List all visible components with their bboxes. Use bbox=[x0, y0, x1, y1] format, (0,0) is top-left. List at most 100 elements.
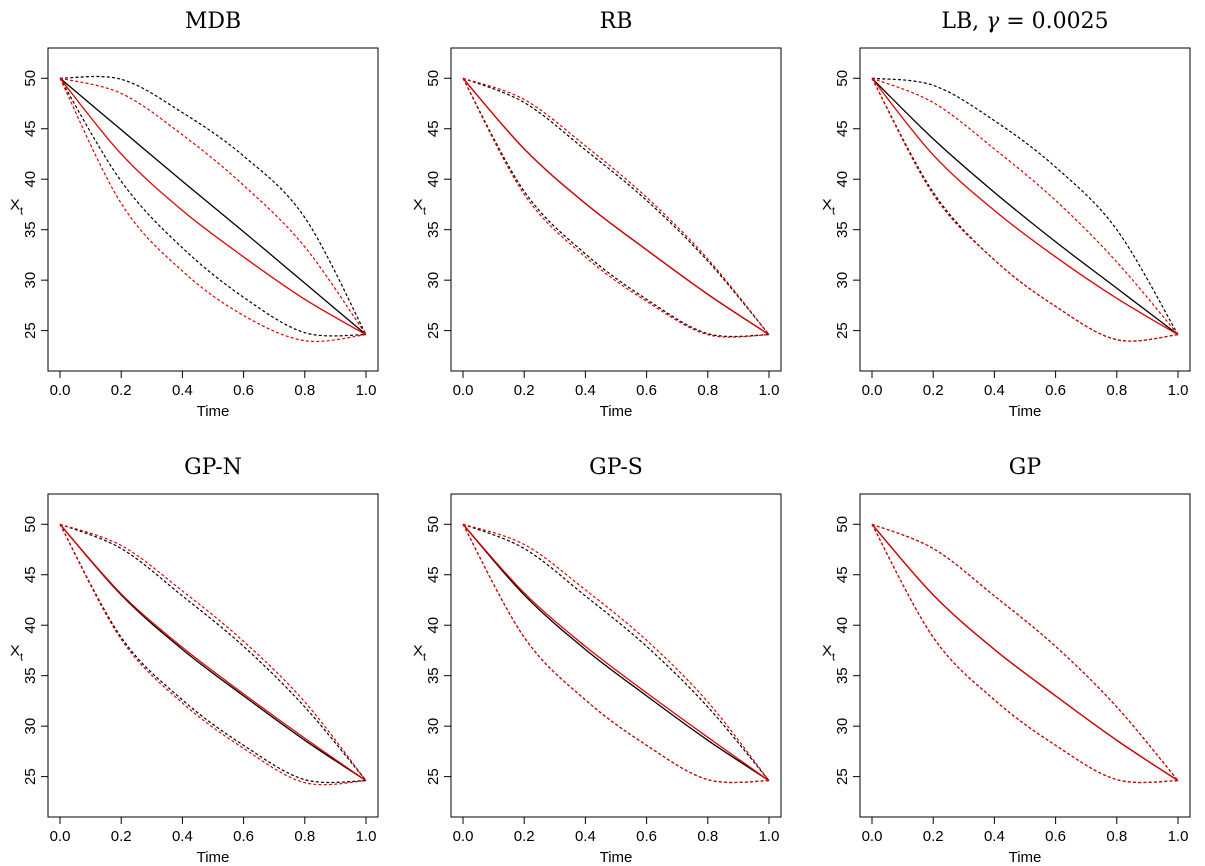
plot-frame bbox=[859, 493, 1191, 818]
reference-bound-line bbox=[871, 523, 1179, 782]
y-tick-label: 45 bbox=[22, 566, 39, 583]
x-tick-label: 1.0 bbox=[1168, 382, 1189, 399]
x-tick-label: 0.0 bbox=[453, 828, 474, 845]
x-tick-label: 1.0 bbox=[759, 828, 780, 845]
y-tick-label: 45 bbox=[425, 566, 442, 583]
y-tick-label: 40 bbox=[425, 171, 442, 188]
x-tick-label: 1.0 bbox=[759, 382, 780, 399]
x-tick-label: 0.2 bbox=[514, 382, 535, 399]
y-tick-label: 25 bbox=[22, 322, 39, 339]
approximation-mean-line bbox=[59, 77, 367, 336]
x-tick-label: 0.8 bbox=[1106, 382, 1127, 399]
approximation-bound-line bbox=[871, 77, 1179, 336]
approximation-mean-line bbox=[871, 523, 1179, 782]
y-tick-label: 50 bbox=[22, 70, 39, 87]
reference-mean-line bbox=[871, 523, 1179, 782]
x-tick-label: 0.8 bbox=[697, 828, 718, 845]
reference-bound-line bbox=[462, 523, 770, 782]
y-tick-label: 40 bbox=[22, 617, 39, 634]
reference-mean-line bbox=[871, 77, 1179, 336]
approximation-bound-line bbox=[59, 523, 367, 786]
y-tick-label: 30 bbox=[22, 718, 39, 735]
x-tick-label: 0.2 bbox=[111, 382, 132, 399]
y-axis-label: Xt bbox=[413, 643, 426, 664]
y-tick-label: 45 bbox=[22, 120, 39, 137]
y-tick-label: 40 bbox=[22, 171, 39, 188]
panel-gp: GP 0.0 0.2 0.4 0.6 0.8 1.0 25 30 35 40 45 50 Time Xt bbox=[822, 455, 1191, 866]
panel-title-part: GP bbox=[1009, 455, 1042, 480]
panel-title-part: = 0.0025 bbox=[999, 9, 1108, 34]
plot-frame bbox=[47, 493, 379, 818]
reference-mean-line bbox=[462, 77, 770, 336]
y-tick-label: 50 bbox=[22, 516, 39, 533]
y-tick-label: 25 bbox=[834, 322, 851, 339]
y-axis-label: Xt bbox=[822, 643, 835, 664]
x-tick-label: 0.4 bbox=[172, 828, 193, 845]
x-tick-label: 0.6 bbox=[636, 382, 657, 399]
y-tick-label: 35 bbox=[425, 221, 442, 238]
approximation-bound-line bbox=[462, 523, 770, 782]
y-tick-label: 30 bbox=[425, 272, 442, 289]
approximation-mean-line bbox=[462, 523, 770, 782]
approximation-bound-line bbox=[871, 523, 1179, 784]
approximation-bound-line bbox=[462, 78, 770, 338]
y-axis-label-subscript: t bbox=[423, 206, 426, 218]
y-axis-label-main: X bbox=[10, 643, 20, 660]
x-tick-label: 1.0 bbox=[356, 828, 377, 845]
y-tick-label: 30 bbox=[22, 272, 39, 289]
panel-title: RB bbox=[600, 9, 633, 34]
x-tick-label: 0.8 bbox=[697, 382, 718, 399]
panel-title-part: MDB bbox=[185, 9, 241, 34]
panel-title-part: RB bbox=[600, 9, 633, 34]
x-tick-label: 0.2 bbox=[514, 828, 535, 845]
x-tick-label: 0.0 bbox=[453, 382, 474, 399]
x-tick-label: 1.0 bbox=[1168, 828, 1189, 845]
y-tick-label: 40 bbox=[834, 171, 851, 188]
x-tick-label: 0.0 bbox=[50, 382, 71, 399]
y-tick-label: 30 bbox=[834, 272, 851, 289]
plot-frame bbox=[47, 47, 379, 372]
y-axis-label-subscript: t bbox=[423, 652, 426, 664]
x-tick-label: 0.0 bbox=[862, 382, 883, 399]
x-tick-label: 0.8 bbox=[294, 382, 315, 399]
y-axis-label-subscript: t bbox=[20, 206, 23, 218]
y-tick-label: 50 bbox=[425, 516, 442, 533]
x-axis-label: Time bbox=[197, 403, 230, 420]
y-tick-label: 25 bbox=[22, 768, 39, 785]
y-axis-label-subscript: t bbox=[832, 652, 835, 664]
x-tick-label: 0.4 bbox=[575, 382, 596, 399]
y-axis-label: Xt bbox=[10, 197, 23, 218]
panel-title: GP bbox=[1009, 455, 1042, 480]
y-tick-label: 50 bbox=[834, 70, 851, 87]
reference-bound-line bbox=[871, 77, 1179, 342]
panel-title: LB, γ = 0.0025 bbox=[941, 9, 1108, 34]
approximation-bound-line bbox=[462, 523, 770, 784]
panel-gp-n: GP-N 0.0 0.2 0.4 0.6 0.8 1.0 25 30 35 40 45 50 Time Xt bbox=[10, 455, 379, 866]
approximation-bound-line bbox=[59, 77, 367, 336]
y-axis-label: Xt bbox=[413, 197, 426, 218]
y-axis-label-main: X bbox=[413, 197, 423, 214]
y-axis-label-main: X bbox=[10, 197, 20, 214]
y-axis-label-subscript: t bbox=[832, 206, 835, 218]
approximation-bound-line bbox=[462, 77, 770, 336]
y-tick-label: 30 bbox=[425, 718, 442, 735]
y-tick-label: 35 bbox=[834, 667, 851, 684]
x-tick-label: 1.0 bbox=[356, 382, 377, 399]
y-tick-label: 25 bbox=[425, 322, 442, 339]
y-tick-label: 45 bbox=[425, 120, 442, 137]
reference-bound-line bbox=[462, 77, 770, 338]
y-tick-label: 30 bbox=[834, 718, 851, 735]
reference-mean-line bbox=[59, 523, 367, 782]
panel-gp-s: GP-S 0.0 0.2 0.4 0.6 0.8 1.0 25 30 35 40 45 50 Time Xt bbox=[413, 455, 782, 866]
approximation-mean-line bbox=[462, 77, 770, 336]
y-tick-label: 40 bbox=[834, 617, 851, 634]
x-tick-label: 0.0 bbox=[50, 828, 71, 845]
y-axis-label-subscript: t bbox=[20, 652, 23, 664]
y-axis-label-main: X bbox=[822, 197, 832, 214]
x-axis-label: Time bbox=[197, 849, 230, 866]
x-tick-label: 0.4 bbox=[984, 382, 1005, 399]
x-tick-label: 0.6 bbox=[233, 828, 254, 845]
x-tick-label: 0.8 bbox=[1106, 828, 1127, 845]
reference-bound-line bbox=[59, 523, 367, 784]
y-tick-label: 35 bbox=[834, 221, 851, 238]
